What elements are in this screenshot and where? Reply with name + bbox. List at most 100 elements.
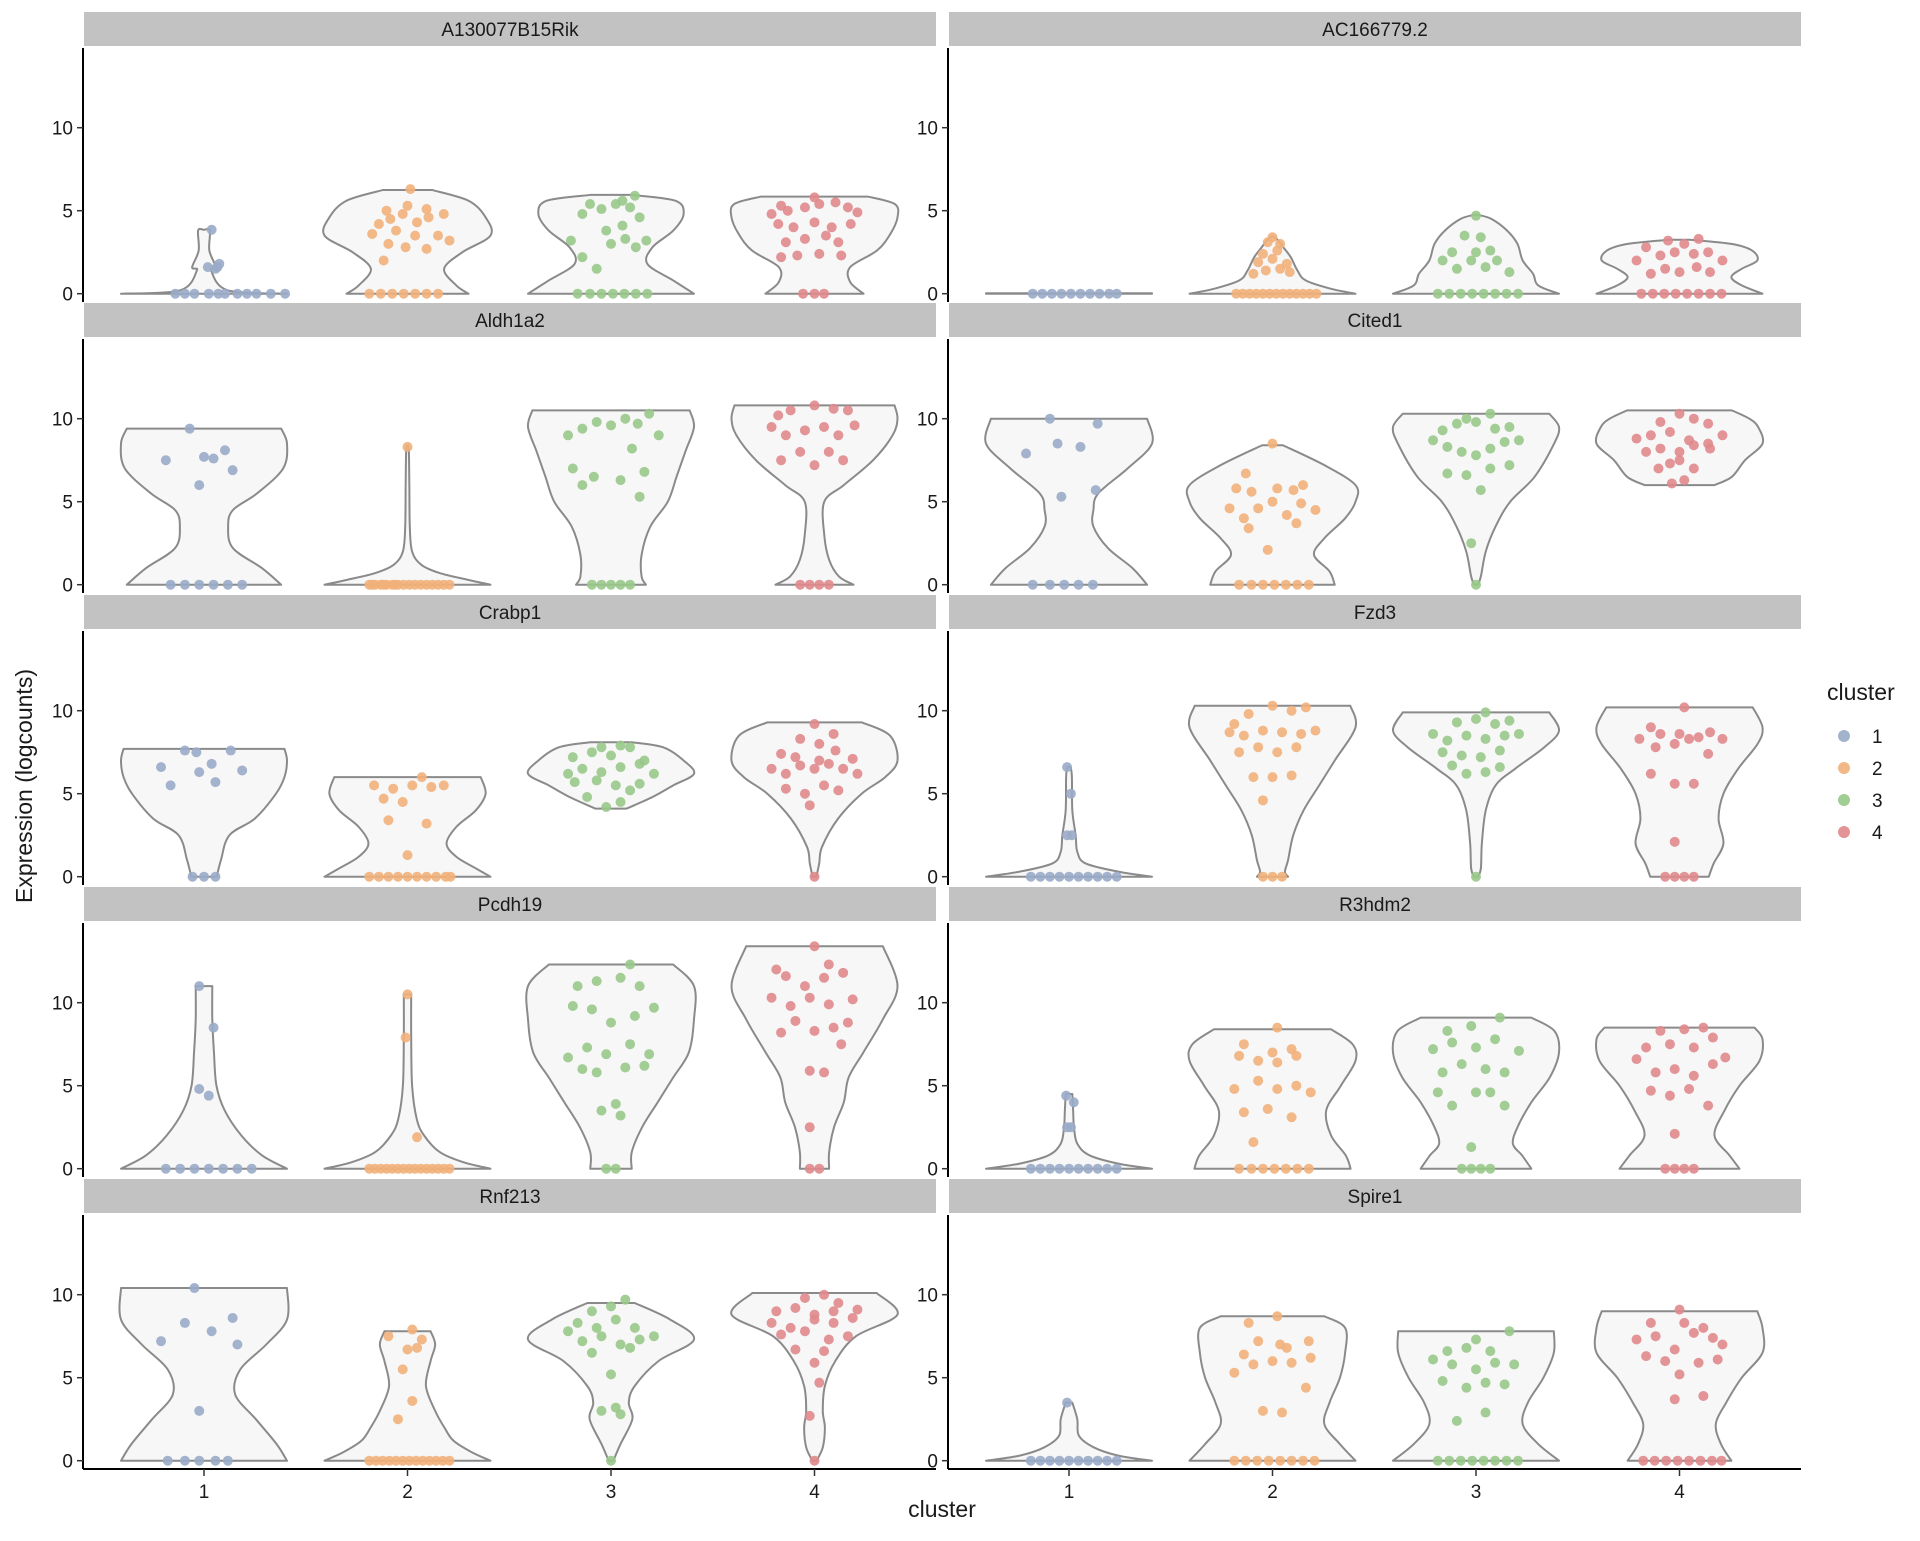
data-point <box>800 789 810 799</box>
data-point <box>1310 726 1320 736</box>
data-point <box>1476 1164 1486 1174</box>
data-point <box>563 1052 573 1062</box>
data-point <box>805 580 815 590</box>
violin-shape <box>1190 1316 1356 1460</box>
data-point <box>1476 232 1486 242</box>
data-point <box>1717 256 1727 266</box>
data-point <box>1513 289 1523 299</box>
data-point <box>1438 256 1448 266</box>
data-point <box>1292 1164 1302 1174</box>
facet-strip-label: R3hdm2 <box>1339 895 1411 916</box>
data-point <box>601 226 611 236</box>
data-point <box>1291 742 1301 752</box>
data-point <box>194 580 204 590</box>
data-point <box>1490 719 1500 729</box>
data-point <box>1461 1383 1471 1393</box>
data-point <box>1698 1391 1708 1401</box>
data-point <box>589 472 599 482</box>
data-point <box>407 1325 417 1335</box>
data-point <box>1248 269 1258 279</box>
data-point <box>810 400 820 410</box>
violin-shape <box>1596 1028 1763 1169</box>
violin-shape <box>986 1403 1152 1461</box>
data-point <box>790 1344 800 1354</box>
data-point <box>1646 769 1656 779</box>
data-point <box>1514 435 1524 445</box>
data-point <box>563 769 573 779</box>
data-point <box>1088 580 1098 590</box>
data-point <box>398 1364 408 1374</box>
data-point <box>1064 1164 1074 1174</box>
data-point <box>1061 1091 1071 1101</box>
data-point <box>616 797 626 807</box>
data-point <box>1471 1364 1481 1374</box>
data-point <box>1717 430 1727 440</box>
data-point <box>1112 289 1122 299</box>
data-point <box>1679 239 1689 249</box>
data-point <box>1054 1456 1064 1466</box>
data-point <box>220 445 230 455</box>
data-point <box>577 424 587 434</box>
data-point <box>1481 1064 1491 1074</box>
data-point <box>1069 1097 1079 1107</box>
data-point <box>1485 1087 1495 1097</box>
data-point <box>390 580 400 590</box>
data-point <box>620 1062 630 1072</box>
panels-layer: A130077B15Rik0510AC166779.20510Aldh1a205… <box>52 12 1801 1503</box>
data-point <box>1064 1456 1074 1466</box>
data-point <box>180 580 190 590</box>
facet-strip-label: Crabp1 <box>479 603 541 624</box>
data-point <box>1665 427 1675 437</box>
y-tick-label: 5 <box>927 785 938 806</box>
data-point <box>848 994 858 1004</box>
data-point <box>1703 247 1713 257</box>
data-point <box>563 1326 573 1336</box>
data-point <box>819 422 829 432</box>
data-point <box>1269 580 1279 590</box>
y-tick-label: 5 <box>927 1077 938 1098</box>
data-point <box>422 244 432 254</box>
data-point <box>1471 714 1481 724</box>
data-point <box>1479 289 1489 299</box>
data-point <box>1481 262 1491 272</box>
data-point <box>1695 1456 1705 1466</box>
data-point <box>1651 1067 1661 1077</box>
data-point <box>161 1164 171 1174</box>
data-point <box>1670 1064 1680 1074</box>
violin-shape <box>1393 1331 1559 1460</box>
data-point <box>843 1018 853 1028</box>
data-point <box>606 1369 616 1379</box>
data-point <box>843 1331 853 1341</box>
data-point <box>1287 1456 1297 1466</box>
data-point <box>1471 417 1481 427</box>
data-point <box>585 289 595 299</box>
data-point <box>1500 437 1510 447</box>
data-point <box>207 225 217 235</box>
data-point <box>616 973 626 983</box>
data-point <box>1447 1359 1457 1369</box>
violin-shape <box>526 965 695 1169</box>
data-point <box>391 226 401 236</box>
data-point <box>1066 289 1076 299</box>
data-point <box>180 1318 190 1328</box>
data-point <box>1074 872 1084 882</box>
data-point <box>423 212 433 222</box>
data-point <box>587 747 597 757</box>
data-point <box>1258 872 1268 882</box>
data-point <box>1481 1378 1491 1388</box>
data-point <box>1239 1107 1249 1117</box>
data-point <box>1654 464 1664 474</box>
data-point <box>577 764 587 774</box>
data-point <box>1675 729 1685 739</box>
data-point <box>577 209 587 219</box>
data-point <box>444 236 454 246</box>
data-point <box>601 1164 611 1174</box>
data-point <box>189 289 199 299</box>
data-point <box>1045 1456 1055 1466</box>
data-point <box>1075 289 1085 299</box>
data-point <box>1495 1013 1505 1023</box>
data-point <box>194 1406 204 1416</box>
data-point <box>1026 872 1036 882</box>
